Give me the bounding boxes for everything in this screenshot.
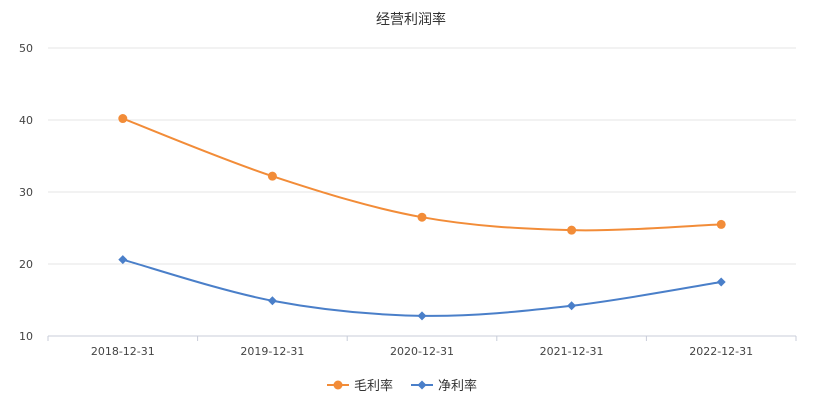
- data-point[interactable]: [716, 277, 726, 287]
- data-point[interactable]: [118, 114, 128, 124]
- x-tick-label: 2022-12-31: [689, 345, 753, 358]
- data-point[interactable]: [417, 311, 427, 321]
- x-tick-label: 2020-12-31: [390, 345, 454, 358]
- data-point[interactable]: [567, 225, 577, 235]
- series-2: [118, 255, 726, 321]
- legend-item[interactable]: 毛利率: [327, 378, 393, 394]
- data-point[interactable]: [567, 301, 577, 311]
- y-tick-label: 40: [19, 114, 33, 127]
- series-line: [122, 258, 722, 317]
- y-tick-label: 50: [19, 42, 33, 55]
- data-point[interactable]: [118, 255, 128, 265]
- legend-marker[interactable]: [417, 380, 427, 390]
- legend-marker[interactable]: [333, 380, 343, 390]
- data-point[interactable]: [267, 296, 277, 306]
- legend[interactable]: 毛利率 净利率: [327, 378, 477, 394]
- series-1: [118, 114, 726, 235]
- series-layer: [118, 114, 726, 321]
- legend-item[interactable]: 净利率: [411, 378, 477, 394]
- chart-title: 经营利润率: [376, 11, 446, 28]
- x-tick-label: 2019-12-31: [240, 345, 304, 358]
- y-tick-label: 10: [19, 330, 33, 343]
- axis-layer: 10 20 30 40 50 2018-12-31 2019-12-31 2020-12-31…: [19, 42, 797, 358]
- y-tick-label: 20: [19, 258, 33, 271]
- data-point[interactable]: [716, 219, 726, 229]
- data-point[interactable]: [267, 171, 277, 181]
- grid-layer: [48, 47, 796, 265]
- y-tick-label: 30: [19, 186, 33, 199]
- legend-label: 净利率: [438, 378, 477, 394]
- x-tick-label: 2018-12-31: [91, 345, 155, 358]
- x-tick-label: 2021-12-31: [540, 345, 604, 358]
- legend-label: 毛利率: [354, 378, 393, 394]
- data-point[interactable]: [417, 212, 427, 222]
